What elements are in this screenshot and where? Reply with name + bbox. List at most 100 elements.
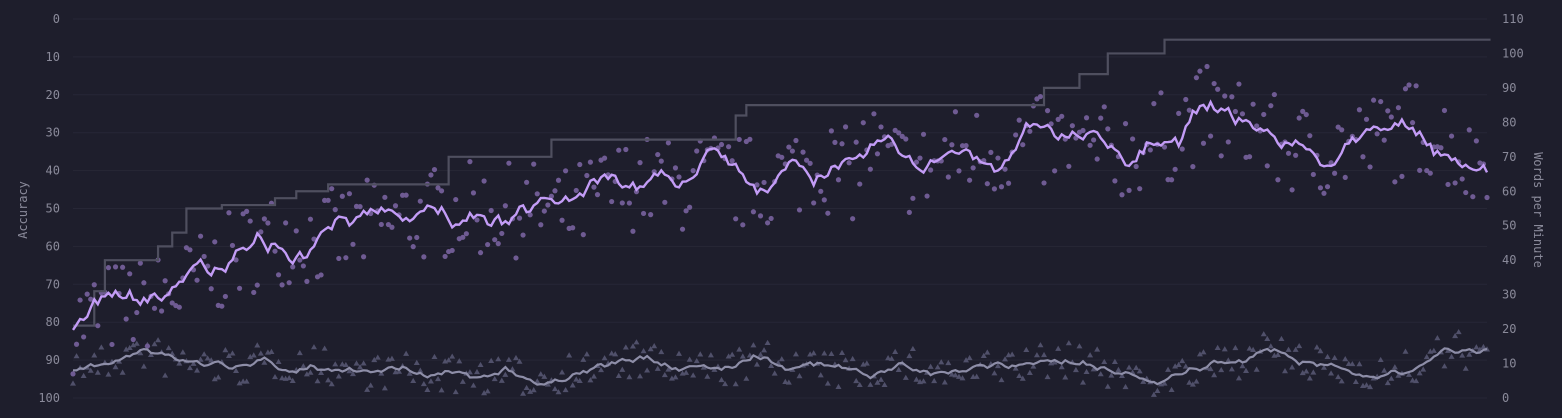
accuracy-point (424, 386, 431, 392)
wpm-point (421, 254, 427, 260)
accuracy-point (700, 364, 707, 370)
accuracy-point (729, 351, 736, 357)
left-axis-label: Accuracy (16, 181, 30, 239)
wpm-point (1098, 115, 1104, 121)
wpm-point (1399, 173, 1405, 179)
wpm-point (1317, 185, 1324, 191)
wpm-point (382, 194, 388, 200)
accuracy-point (1182, 363, 1189, 369)
wpm-point (1424, 167, 1430, 174)
wpm-point (1378, 98, 1384, 105)
accuracy-point (828, 350, 835, 357)
wpm-point (417, 198, 423, 204)
wpm-point (839, 141, 845, 147)
wpm-point (538, 222, 544, 228)
wpm-point (1445, 181, 1451, 188)
accuracy-point (566, 352, 573, 358)
wpm-point (307, 216, 314, 222)
wpm-point (251, 289, 257, 296)
wpm-point (906, 209, 912, 215)
accuracy-point (757, 351, 764, 357)
accuracy-point (335, 373, 342, 379)
wpm-point (1197, 68, 1203, 74)
accuracy-point (484, 388, 491, 394)
wpm-point (835, 177, 842, 183)
accuracy-point (208, 357, 215, 363)
accuracy-point (867, 381, 874, 387)
accuracy-point (137, 350, 144, 356)
wpm-point (1402, 86, 1409, 92)
accuracy-point (612, 351, 619, 357)
accuracy-point (615, 372, 622, 378)
accuracy-point (1002, 356, 1009, 362)
accuracy-point (683, 369, 690, 375)
accuracy-point (888, 355, 895, 361)
accuracy-point (1186, 379, 1193, 385)
accuracy-point (87, 367, 94, 373)
accuracy-point (817, 372, 824, 378)
accuracy-point (186, 364, 193, 371)
wpm-point (77, 297, 83, 303)
wpm-point (807, 160, 813, 166)
wpm-point (1059, 113, 1065, 119)
wpm-point (1381, 137, 1387, 143)
accuracy-point (902, 374, 909, 380)
wpm-point (633, 189, 640, 195)
wpm-point (750, 209, 757, 215)
wpm-point (438, 188, 445, 194)
wpm-point (524, 179, 530, 185)
accuracy-point (651, 343, 658, 349)
wpm-point (297, 257, 303, 263)
accuracy-point (1221, 346, 1228, 352)
accuracy-point (130, 342, 137, 348)
accuracy-point (1239, 363, 1246, 369)
wpm-point (541, 208, 547, 214)
wpm-point (513, 255, 519, 261)
accuracy-point (573, 376, 580, 382)
accuracy-point (197, 356, 204, 362)
accuracy-point (1299, 369, 1306, 376)
accuracy-point (1118, 372, 1125, 378)
accuracy-point (495, 356, 502, 362)
accuracy-point (194, 367, 201, 373)
wpm-point (867, 166, 873, 172)
wpm-point (587, 159, 594, 165)
wpm-point (134, 309, 140, 316)
wpm-point (222, 293, 228, 300)
accuracy-point (509, 366, 516, 372)
accuracy-point (94, 369, 101, 375)
accuracy-point (654, 365, 661, 371)
wpm-point (917, 155, 923, 161)
wpm-point (609, 198, 615, 205)
wpm-point (410, 244, 416, 250)
accuracy-point (551, 385, 558, 392)
wpm-point (492, 237, 498, 243)
accuracy-point (349, 370, 356, 377)
wpm-point (1332, 170, 1338, 176)
wpm-point (662, 199, 668, 205)
wpm-point (555, 177, 562, 183)
wpm-point (899, 133, 905, 139)
wpm-point (648, 212, 654, 218)
accuracy-point (906, 352, 913, 359)
wpm-point (1172, 166, 1178, 172)
accuracy-point (1335, 373, 1342, 380)
wpm-point (1388, 114, 1394, 120)
accuracy-point (357, 364, 364, 370)
accuracy-point (1473, 344, 1480, 350)
right-axis-ticks: 0 10 20 30 40 50 60 70 80 90 100 110 (1502, 12, 1524, 405)
accuracy-point (1150, 391, 1157, 397)
accuracy-point (1126, 364, 1133, 370)
wpm-point (506, 160, 512, 166)
wpm-point (520, 232, 526, 238)
wpm-point (1122, 121, 1129, 127)
accuracy-point (1026, 369, 1033, 375)
wpm-point (1119, 192, 1125, 198)
wpm-point (290, 264, 296, 270)
wpm-point (1271, 91, 1277, 98)
accuracy-point (303, 371, 310, 377)
accuracy-point (201, 351, 208, 357)
accuracy-point (541, 373, 548, 379)
accuracy-point (1062, 374, 1069, 380)
accuracy-point (374, 354, 381, 360)
